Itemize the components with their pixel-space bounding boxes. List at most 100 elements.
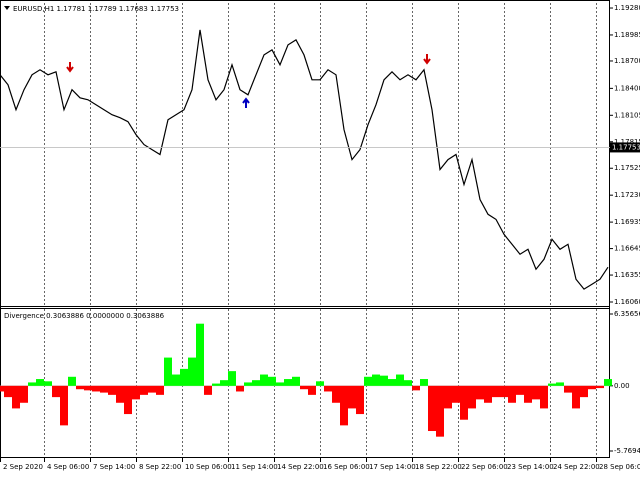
histogram-bar	[52, 385, 60, 398]
sell-arrow	[66, 62, 74, 73]
histogram-bar	[332, 385, 340, 403]
x-tick-label: 11 Sep 14:00	[231, 463, 278, 471]
y-tick-label: 0.00	[614, 382, 630, 390]
histogram-bar	[572, 385, 580, 409]
histogram-bar	[492, 385, 500, 398]
histogram-bar	[196, 323, 204, 386]
histogram-bar	[476, 385, 484, 400]
histogram-bar	[44, 381, 52, 386]
x-tick-label: 7 Sep 14:00	[93, 463, 135, 471]
signal-arrows	[66, 54, 431, 108]
symbol-menu-icon[interactable]	[4, 6, 10, 10]
histogram-bar	[228, 371, 236, 386]
sell-arrow	[423, 54, 431, 65]
y-tick-label: 1.18105	[614, 111, 640, 119]
y-tick-label: 1.17525	[614, 164, 640, 172]
histogram-bar	[140, 385, 148, 395]
histogram-bar	[364, 376, 372, 386]
histogram-bar	[236, 385, 244, 392]
y-tick-label: 6.356561	[614, 310, 640, 318]
histogram-bar	[380, 375, 388, 386]
histogram-bar	[396, 374, 404, 386]
x-tick-label: 10 Sep 06:00	[185, 463, 232, 471]
histogram-bar	[164, 357, 172, 386]
histogram-bar	[60, 385, 68, 426]
current-price-label: 1.17753	[612, 143, 640, 151]
x-tick-label: 2 Sep 2020	[3, 463, 43, 471]
histogram-bar	[516, 385, 524, 395]
histogram-bar	[548, 383, 556, 386]
y-tick-label: 1.18700	[614, 57, 640, 65]
histogram-bar	[124, 385, 132, 415]
price-line	[0, 29, 609, 290]
histogram-bar	[28, 382, 36, 386]
histogram-bar	[388, 379, 396, 386]
histogram-bar	[76, 385, 84, 390]
histogram-bar	[212, 383, 220, 386]
histogram-bar	[316, 381, 324, 386]
x-tick-label: 24 Sep 22:00	[553, 463, 600, 471]
x-tick-label: 14 Sep 22:00	[277, 463, 324, 471]
histogram-bar	[0, 385, 4, 392]
histogram-bar	[100, 385, 108, 393]
histogram-bar	[268, 376, 276, 386]
buy-arrow	[242, 97, 250, 108]
histogram-bar	[508, 385, 516, 403]
histogram-bar	[500, 385, 508, 398]
x-tick-label: 17 Sep 14:00	[369, 463, 416, 471]
histogram-bar	[220, 380, 228, 386]
y-tick-label: -5.769463	[614, 447, 640, 455]
histogram-bar	[84, 385, 92, 391]
histogram-bar	[356, 385, 364, 415]
histogram-bar	[444, 385, 452, 409]
y-tick-label: 1.16645	[614, 245, 640, 253]
histogram-bar	[68, 376, 76, 386]
histogram-bar	[588, 385, 596, 390]
histogram-bar	[404, 380, 412, 386]
y-tick-label: 1.16060	[614, 298, 640, 306]
histogram-bar	[252, 380, 260, 386]
histogram-bar	[204, 385, 212, 395]
histogram-bar	[284, 379, 292, 386]
histogram-bar	[244, 382, 252, 386]
histogram-bar	[460, 385, 468, 420]
x-tick-label: 22 Sep 06:00	[461, 463, 508, 471]
histogram-bar	[420, 379, 428, 386]
histogram-bar	[260, 374, 268, 386]
y-tick-label: 1.17230	[614, 191, 640, 199]
histogram-bar	[20, 385, 28, 403]
histogram-bar	[92, 385, 100, 392]
x-tick-label: 4 Sep 06:00	[47, 463, 89, 471]
current-price-box	[610, 142, 640, 153]
x-tick-label: 28 Sep 06:00	[599, 463, 640, 471]
histogram-bar	[36, 379, 44, 386]
histogram-bar	[604, 379, 612, 386]
histogram-bar	[188, 357, 196, 386]
histogram-bar	[532, 385, 540, 400]
histogram-bar	[324, 385, 332, 392]
histogram-bar	[172, 374, 180, 386]
x-tick-label: 16 Sep 06:00	[323, 463, 370, 471]
histogram-bar	[564, 385, 572, 393]
price-title: EURUSD,H1 1.17781 1.17789 1.17683 1.1775…	[13, 5, 179, 13]
x-tick-label: 18 Sep 22:00	[415, 463, 462, 471]
histogram-bar	[436, 385, 444, 437]
histogram-bar	[156, 385, 164, 395]
histogram-bar	[292, 376, 300, 386]
histogram-bar	[556, 382, 564, 386]
histogram-bar	[468, 385, 476, 409]
histogram-bar	[524, 385, 532, 403]
chart-frame	[0, 0, 610, 458]
histogram-bar	[580, 385, 588, 398]
histogram-bar	[4, 385, 12, 398]
y-tick-label: 1.16935	[614, 218, 640, 226]
y-tick-label: 1.17815	[614, 138, 640, 146]
histogram-bar	[340, 385, 348, 426]
histogram-bar	[300, 385, 308, 390]
histogram-bar	[428, 385, 436, 432]
x-tick-label: 23 Sep 14:00	[507, 463, 554, 471]
histogram-bar	[108, 385, 116, 395]
histogram-bar	[132, 385, 140, 400]
y-tick-label: 1.16355	[614, 271, 640, 279]
histogram-bar	[484, 385, 492, 403]
